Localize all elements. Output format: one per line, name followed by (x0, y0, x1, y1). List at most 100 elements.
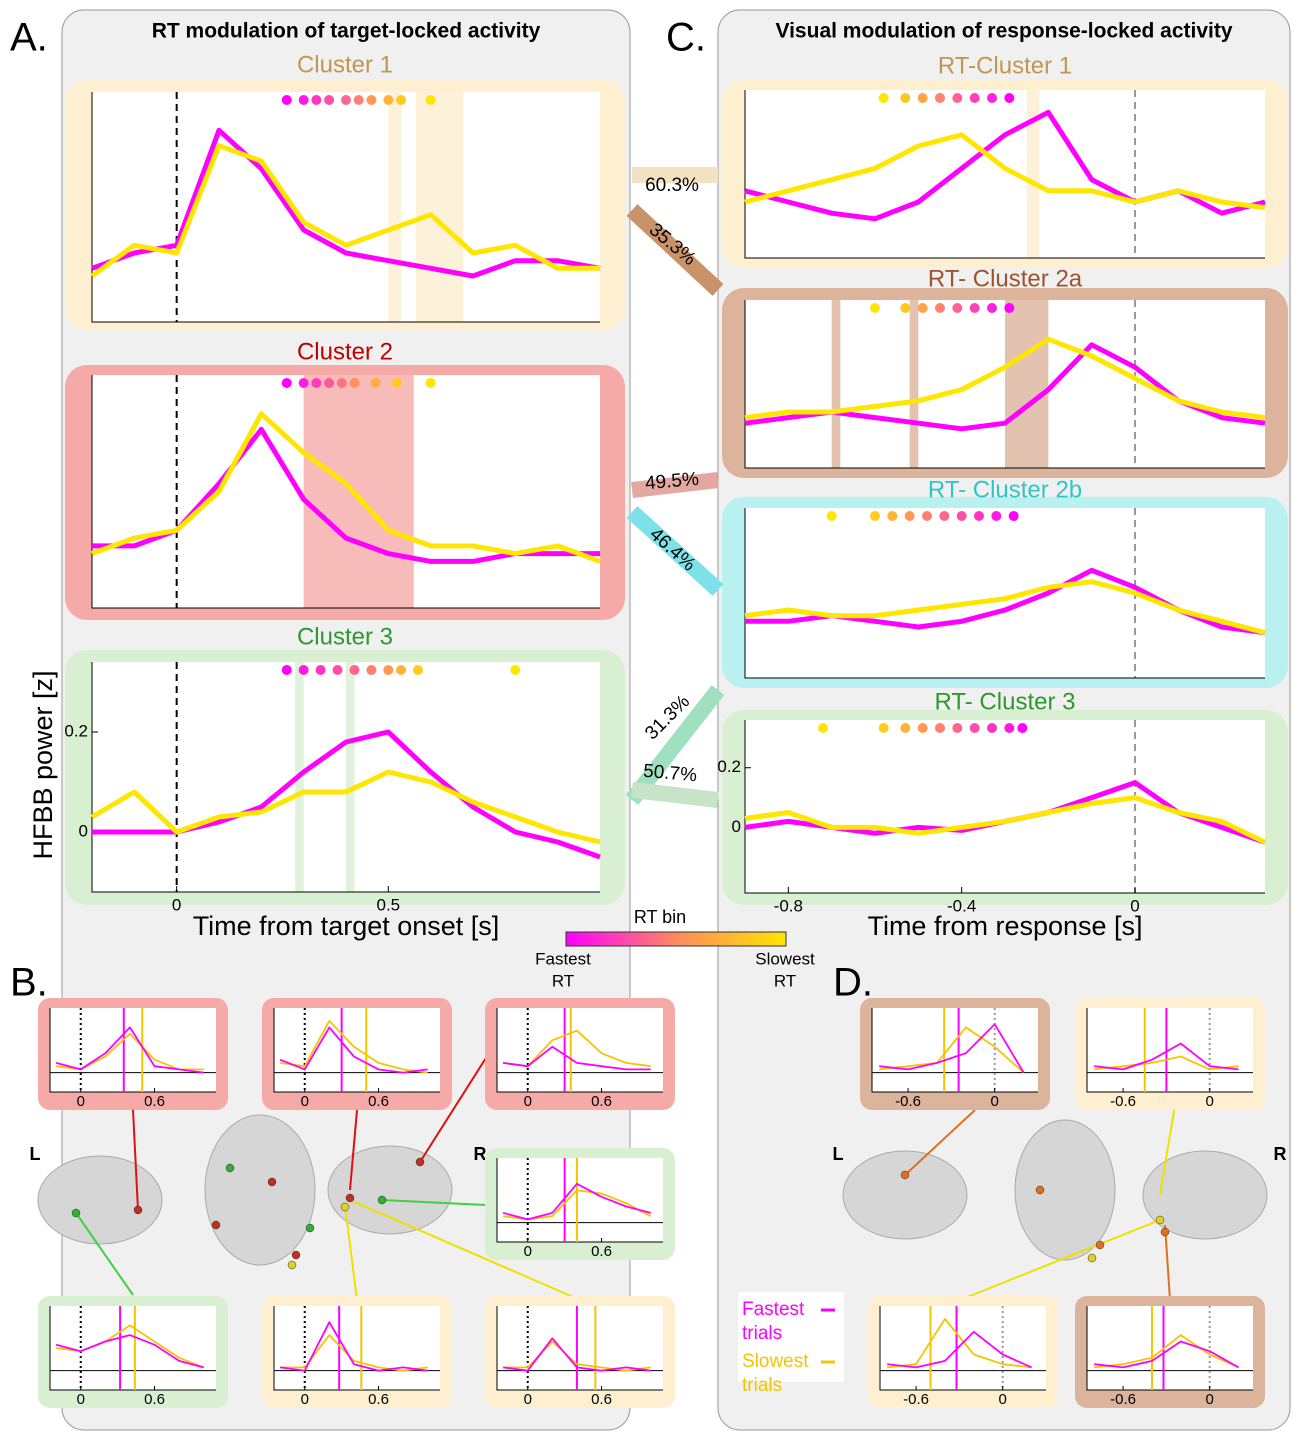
legend-slowest: trials (742, 1375, 782, 1396)
rt-marker (918, 303, 928, 313)
rt-marker (349, 665, 359, 675)
small-plot-area (50, 1306, 216, 1390)
rt-marker (935, 303, 945, 313)
panel-letter: C. (666, 16, 706, 60)
y-tick-label: 0.2 (717, 757, 741, 776)
rt-marker (818, 723, 828, 733)
x-tick-label: 0 (77, 1093, 85, 1110)
rt-marker (316, 665, 326, 675)
rt-marker (299, 378, 309, 388)
rt-marker (510, 665, 520, 675)
rt-marker (905, 511, 915, 521)
rt-marker (1004, 723, 1014, 733)
colorbar-fastest-label: RT (552, 971, 574, 990)
rt-marker (991, 511, 1001, 521)
small-plot-area (497, 1008, 663, 1092)
rt-marker (879, 93, 889, 103)
rt-marker (957, 511, 967, 521)
cluster-title: Cluster 1 (297, 51, 393, 78)
small-plot-area (497, 1158, 663, 1242)
significance-band (910, 300, 919, 468)
cluster-title: RT-Cluster 1 (938, 52, 1072, 79)
rt-marker (383, 95, 393, 105)
significance-band (416, 92, 463, 322)
colorbar-title: RT bin (634, 907, 686, 927)
rt-marker (337, 378, 347, 388)
rt-marker (827, 511, 837, 521)
x-tick-label: 0 (999, 1391, 1007, 1408)
panel-letter: D. (833, 961, 873, 1005)
x-tick-label: 0.6 (144, 1391, 165, 1408)
x-tick-label: 0 (172, 895, 181, 914)
cluster-title: RT- Cluster 2b (928, 476, 1082, 503)
rt-marker (879, 723, 889, 733)
colorbar-slowest-label: Slowest (755, 949, 815, 968)
colorbar-slowest-label: RT (774, 971, 796, 990)
rt-marker (383, 665, 393, 675)
rt-marker (935, 93, 945, 103)
colorbar (566, 932, 786, 946)
rt-marker (887, 511, 897, 521)
rt-marker (987, 723, 997, 733)
plot-area (92, 92, 600, 322)
legend-fastest: trials (742, 1323, 782, 1344)
hemisphere-label: R (474, 1144, 487, 1164)
rt-marker (900, 303, 910, 313)
transition-percent: 46.4% (645, 524, 699, 576)
rt-marker (918, 723, 928, 733)
rt-marker (282, 95, 292, 105)
rt-marker (987, 93, 997, 103)
rt-marker (324, 95, 334, 105)
rt-marker (970, 303, 980, 313)
rt-marker (349, 378, 359, 388)
transition-percent: 60.3% (645, 175, 699, 196)
small-plot-area (497, 1306, 663, 1390)
rt-marker (299, 95, 309, 105)
small-plot-area (274, 1306, 440, 1390)
hemisphere-label: R (1274, 1144, 1287, 1164)
figure: A.C.B.D.RT modulation of target-locked a… (0, 0, 1298, 1437)
rt-marker (396, 665, 406, 675)
rt-marker (311, 378, 321, 388)
significance-band (1005, 300, 1048, 468)
x-tick-label: -0.8 (774, 896, 803, 915)
y-tick-label: 0.2 (64, 721, 88, 740)
x-tick-label: 0.6 (368, 1391, 389, 1408)
rt-marker (371, 378, 381, 388)
x-tick-label: 0 (1206, 1391, 1214, 1408)
rt-marker (366, 665, 376, 675)
rt-marker (324, 378, 334, 388)
rt-marker (870, 511, 880, 521)
rt-marker (1004, 93, 1014, 103)
y-tick-label: 0 (732, 817, 741, 836)
cluster-title: Cluster 2 (297, 338, 393, 365)
rt-marker (970, 723, 980, 733)
hemisphere-label: L (30, 1144, 41, 1164)
plot-area (745, 508, 1265, 678)
x-tick-label: 0.6 (591, 1391, 612, 1408)
rt-marker (413, 665, 423, 675)
x-tick-label: 0 (301, 1093, 309, 1110)
legend-fastest: Fastest (742, 1299, 805, 1320)
rt-marker (282, 378, 292, 388)
x-tick-label: -0.6 (1110, 1391, 1136, 1408)
x-tick-label: -0.6 (903, 1391, 929, 1408)
significance-band (346, 662, 354, 892)
small-plot-area (274, 1008, 440, 1092)
x-tick-label: 0 (301, 1391, 309, 1408)
hemisphere-label: L (833, 1144, 844, 1164)
rt-marker (1004, 303, 1014, 313)
rt-marker (392, 378, 402, 388)
small-plot-area (50, 1008, 216, 1092)
rt-marker (1009, 511, 1019, 521)
legend-slowest: Slowest (742, 1351, 809, 1372)
rt-marker (952, 723, 962, 733)
rt-marker (952, 303, 962, 313)
rt-marker (987, 303, 997, 313)
x-tick-label: 0.6 (144, 1093, 165, 1110)
small-plot-area (872, 1008, 1038, 1092)
colorbar-fastest-label: Fastest (535, 949, 591, 968)
transition-percent: 35.3% (645, 219, 700, 270)
x-tick-label: 0 (991, 1093, 999, 1110)
rt-marker (952, 93, 962, 103)
